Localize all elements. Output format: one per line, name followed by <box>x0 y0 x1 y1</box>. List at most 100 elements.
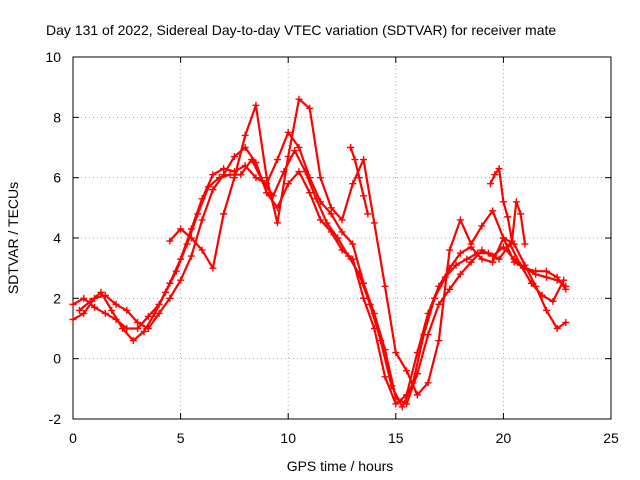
chart-title: Day 131 of 2022, Sidereal Day-to-day VTE… <box>46 22 556 38</box>
data-point <box>323 219 331 227</box>
data-point <box>263 174 271 182</box>
data-point <box>215 174 223 182</box>
data-point <box>495 255 503 263</box>
data-point <box>108 306 116 314</box>
data-point <box>241 131 249 139</box>
axes: 0 5 10 15 20 25 -2 0 2 4 6 8 10 <box>45 49 619 446</box>
x-tick-label: 25 <box>603 430 619 446</box>
data-point <box>220 210 228 218</box>
data-point <box>553 325 561 332</box>
data-point <box>273 219 281 227</box>
data-point <box>306 189 314 197</box>
y-tick-label: 2 <box>53 290 61 306</box>
data-point <box>183 240 191 248</box>
data-point <box>129 337 137 345</box>
series-trace <box>168 98 567 396</box>
data-point <box>499 198 507 206</box>
y-tick-label: 4 <box>53 230 61 246</box>
data-point <box>413 391 421 399</box>
data-point <box>187 252 195 260</box>
data-point <box>463 255 471 263</box>
data-point <box>237 171 245 179</box>
data-point <box>162 288 170 296</box>
data-point <box>209 171 217 179</box>
data-point <box>134 325 142 332</box>
data-point <box>499 234 507 242</box>
data-point <box>517 210 525 218</box>
data-point <box>542 273 550 281</box>
data-point <box>486 180 494 188</box>
data-point <box>230 153 238 161</box>
data-point <box>344 252 352 260</box>
y-tick-label: 8 <box>53 109 61 125</box>
data-point <box>456 270 464 278</box>
data-point <box>134 318 142 326</box>
data-point <box>101 309 109 317</box>
data-point <box>424 379 432 387</box>
data-point <box>562 285 570 293</box>
series-trace <box>78 149 565 408</box>
data-point <box>360 156 368 164</box>
data-point <box>97 288 105 296</box>
data-point <box>338 228 346 236</box>
data-point <box>377 337 385 345</box>
series-trace <box>349 146 526 246</box>
data-point <box>263 189 271 197</box>
data-point <box>230 174 238 182</box>
data-point <box>177 225 185 233</box>
data-point <box>364 210 372 218</box>
data-point <box>338 216 346 224</box>
series-track-5 <box>347 144 529 248</box>
series-layer <box>69 95 570 411</box>
data-point <box>349 180 357 188</box>
y-tick-label: 0 <box>53 351 61 367</box>
x-axis-label: GPS time / hours <box>287 458 394 474</box>
data-point <box>532 267 540 275</box>
data-point <box>499 243 507 251</box>
data-point <box>198 246 206 254</box>
x-tick-label: 0 <box>69 430 77 446</box>
data-point <box>467 240 475 248</box>
data-point <box>392 400 400 408</box>
data-point <box>205 183 213 191</box>
data-point <box>252 101 260 109</box>
y-tick-label: 6 <box>53 170 61 186</box>
data-point <box>521 264 529 272</box>
data-point <box>284 180 292 188</box>
x-tick-label: 5 <box>177 430 185 446</box>
data-point <box>467 258 475 266</box>
data-point <box>349 240 357 248</box>
data-point <box>248 156 256 164</box>
data-point <box>252 174 260 182</box>
data-point <box>478 255 486 263</box>
data-point <box>86 297 94 305</box>
data-point <box>446 246 454 254</box>
data-point <box>295 144 303 151</box>
data-point <box>123 306 131 314</box>
data-point <box>538 291 546 299</box>
data-point <box>295 168 303 176</box>
data-point <box>355 270 363 278</box>
data-point <box>420 331 428 339</box>
data-point <box>562 318 570 326</box>
y-tick-label: 10 <box>45 49 61 65</box>
data-point <box>177 276 185 284</box>
data-point <box>284 153 292 161</box>
data-point <box>510 258 518 266</box>
data-point <box>118 325 126 332</box>
data-point <box>360 294 368 302</box>
data-point <box>166 294 174 302</box>
data-point <box>491 171 499 179</box>
data-point <box>194 210 202 218</box>
x-tick-label: 15 <box>388 430 404 446</box>
data-point <box>226 171 234 179</box>
data-point <box>187 234 195 242</box>
series-track-4 <box>166 95 570 399</box>
data-point <box>69 315 77 323</box>
data-point <box>446 285 454 293</box>
data-point <box>504 213 512 221</box>
data-point <box>553 273 561 281</box>
series-track-2 <box>69 144 570 408</box>
data-point <box>435 300 443 308</box>
data-point <box>151 309 159 317</box>
